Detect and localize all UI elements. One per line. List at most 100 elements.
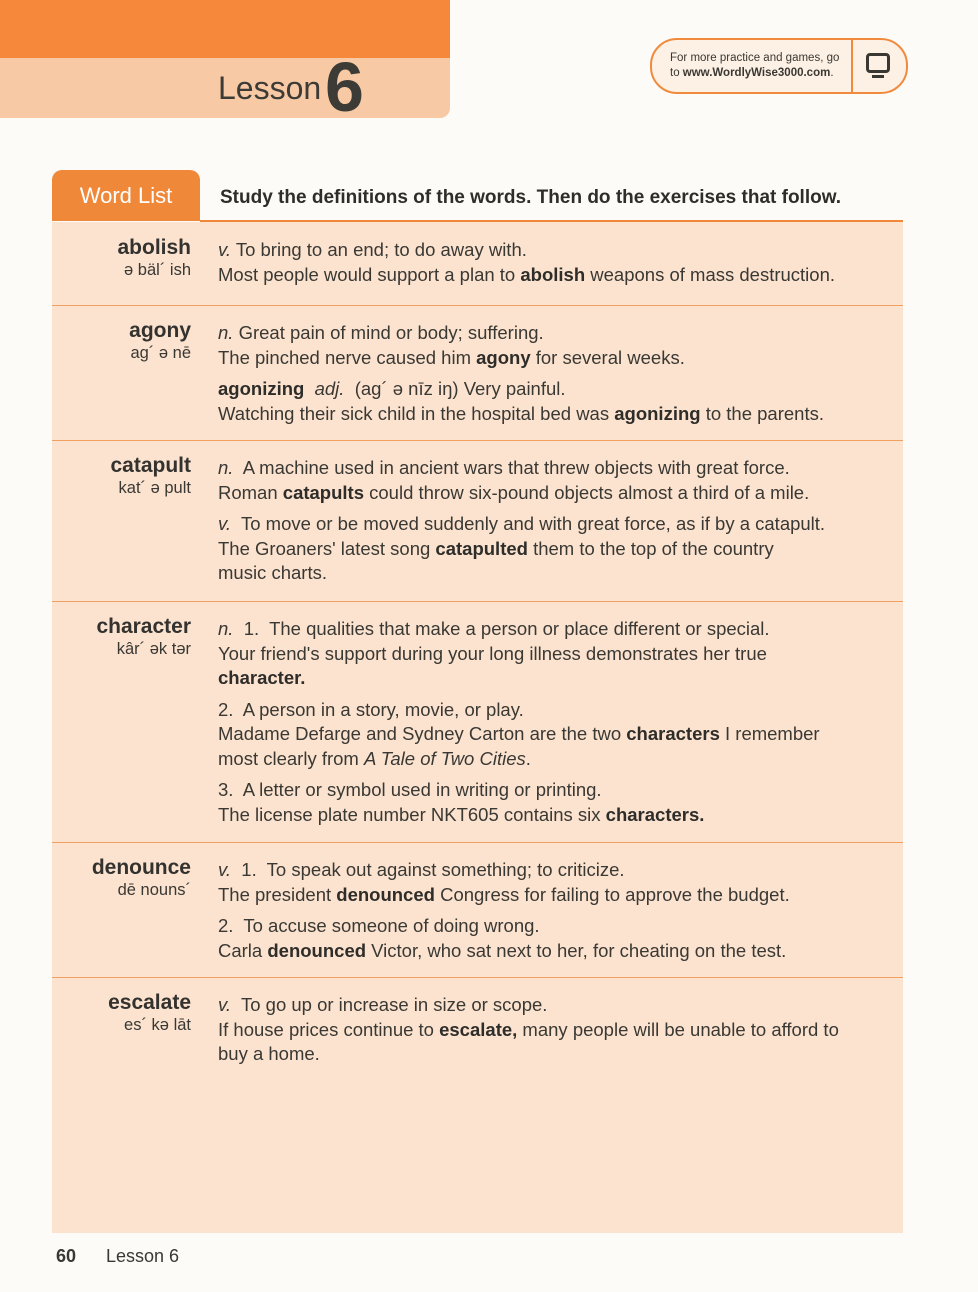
part-of-speech: adj. bbox=[314, 378, 345, 399]
text-span: The pinched nerve caused him bbox=[218, 346, 477, 368]
lesson-number: 6 bbox=[325, 48, 364, 126]
part-of-speech: v. bbox=[218, 239, 232, 260]
example-line: Carla denounced Victor, who sat next to … bbox=[218, 939, 898, 964]
vocab-word: agony bbox=[476, 346, 531, 368]
sense: n. 1. The qualities that make a person o… bbox=[218, 617, 898, 691]
definition-line: v. 1. To speak out against something; to… bbox=[218, 858, 898, 883]
definition-line: v. To bring to an end; to do away with. bbox=[218, 238, 898, 263]
text-span: 1. The qualities that make a person or p… bbox=[233, 618, 770, 639]
text-span: Most people would support a plan to bbox=[218, 263, 521, 285]
text-span: 2. A person in a story, movie, or play. bbox=[218, 698, 524, 720]
sense: 2. To accuse someone of doing wrong. Carl… bbox=[218, 914, 898, 963]
header-band-light bbox=[0, 58, 450, 118]
pronunciation: kat´ ə pult bbox=[118, 479, 191, 497]
word-entry: escalate es´ kə lāt v. To go up or increas… bbox=[52, 977, 903, 1233]
part-of-speech: A Tale of Two Cities bbox=[363, 747, 526, 769]
sense: 3. A letter or symbol used in writing or… bbox=[218, 778, 898, 827]
word-entry: abolish ə bäl´ ish v. To bring to an end; … bbox=[52, 222, 903, 306]
sense: v. To bring to an end; to do away with. M… bbox=[218, 238, 898, 287]
vocab-word: characters bbox=[626, 723, 720, 744]
headword-block: escalate es´ kə lāt bbox=[108, 991, 191, 1035]
example-line: music charts. bbox=[218, 561, 898, 586]
example-line: The pinched nerve caused him agony for s… bbox=[218, 346, 898, 371]
definition-line: n. Great pain of mind or body; suffering… bbox=[218, 321, 898, 346]
example-line: If house prices continue to escalate, ma… bbox=[218, 1018, 898, 1043]
text-span: 3. A letter or symbol used in writing or… bbox=[218, 779, 602, 800]
promo-text: For more practice and games, go to www.W… bbox=[670, 51, 839, 81]
text-span: Carla bbox=[218, 939, 268, 961]
example-line: Madame Defarge and Sydney Carton are the… bbox=[218, 722, 898, 747]
part-of-speech: v. bbox=[218, 859, 232, 880]
headword-block: catapult kat´ ə pult bbox=[110, 454, 191, 498]
vocab-word: abolish bbox=[520, 263, 586, 285]
sense: v. To go up or increase in size or scope… bbox=[218, 993, 898, 1067]
headword: agony bbox=[129, 319, 191, 342]
text-span: Madame Defarge and Sydney Carton are the… bbox=[218, 723, 627, 744]
example-line: The Groaners' latest song catapulted the… bbox=[218, 537, 898, 562]
example-line: The license plate number NKT605 contains… bbox=[218, 803, 898, 828]
part-of-speech: n. bbox=[218, 322, 234, 343]
definition-line: v. To move or be moved suddenly and with… bbox=[218, 512, 898, 537]
vocab-word: denounced bbox=[336, 883, 435, 905]
definition-line: 3. A letter or symbol used in writing or… bbox=[218, 778, 898, 803]
word-entry: denounce dē nouns´ v. 1. To speak out agai… bbox=[52, 842, 903, 978]
part-of-speech: v. bbox=[218, 513, 232, 534]
definitions: v. To bring to an end; to do away with. M… bbox=[218, 238, 898, 294]
word-entry: catapult kat´ ə pult n. A machine used in … bbox=[52, 440, 903, 602]
headword-block: denounce dē nouns´ bbox=[92, 856, 191, 900]
headword-block: character kâr´ ək tər bbox=[96, 615, 191, 659]
header-band bbox=[0, 0, 450, 58]
sense: 2. A person in a story, movie, or play. M… bbox=[218, 698, 898, 772]
promo-line-2: to www.WordlyWise3000.com. bbox=[670, 66, 839, 81]
promo-prefix: to bbox=[670, 67, 683, 79]
definitions: v. 1. To speak out against something; to… bbox=[218, 858, 898, 970]
instructions: Study the definitions of the words. Then… bbox=[220, 187, 842, 208]
definitions: v. To go up or increase in size or scope… bbox=[218, 993, 898, 1074]
sense: n. A machine used in ancient wars that t… bbox=[218, 456, 898, 505]
text-span: Victor, who sat next to her, for cheatin… bbox=[366, 939, 787, 961]
text-span: (ag´ ə nīz iŋ) Very painful. bbox=[344, 378, 566, 399]
vocab-word: characters. bbox=[605, 803, 705, 825]
headword: catapult bbox=[110, 454, 191, 477]
promo-url[interactable]: www.WordlyWise3000.com bbox=[682, 67, 831, 79]
website-promo: For more practice and games, go to www.W… bbox=[650, 38, 908, 94]
headword: denounce bbox=[91, 856, 191, 879]
example-line: character. bbox=[218, 666, 898, 691]
definition-line: 2. A person in a story, movie, or play. bbox=[218, 698, 898, 723]
text-span: Your friend's support during your long i… bbox=[218, 642, 767, 664]
text-span: To move or be moved suddenly and with gr… bbox=[231, 513, 826, 534]
text-span: The president bbox=[218, 883, 337, 905]
example-line: Watching their sick child in the hospita… bbox=[218, 402, 898, 427]
promo-divider bbox=[851, 40, 853, 92]
vocab-word: catapulted bbox=[435, 537, 528, 559]
definitions: n. 1. The qualities that make a person o… bbox=[218, 617, 898, 834]
vocab-word: escalate, bbox=[439, 1018, 518, 1040]
text-span: for several weeks. bbox=[530, 346, 685, 368]
definition-line: 2. To accuse someone of doing wrong. bbox=[218, 914, 898, 939]
example-line: Your friend's support during your long i… bbox=[218, 642, 898, 667]
text-span: to the parents. bbox=[700, 402, 824, 424]
definition-line: agonizing adj. (ag´ ə nīz iŋ) Very painf… bbox=[218, 377, 898, 402]
definition-line: v. To go up or increase in size or scope… bbox=[218, 993, 898, 1018]
part-of-speech: n. bbox=[218, 618, 234, 639]
text-span: The license plate number NKT605 contains… bbox=[218, 803, 606, 825]
definition-line: n. A machine used in ancient wars that t… bbox=[218, 456, 898, 481]
word-list-table: abolish ə bäl´ ish v. To bring to an end; … bbox=[52, 222, 903, 1233]
headword-block: abolish ə bäl´ ish bbox=[117, 236, 191, 280]
text-span: Congress for failing to approve the budg… bbox=[434, 883, 790, 905]
text-span: To go up or increase in size or scope. bbox=[231, 994, 548, 1015]
sense: v. 1. To speak out against something; to… bbox=[218, 858, 898, 907]
part-of-speech: n. bbox=[218, 457, 234, 478]
promo-line-1: For more practice and games, go bbox=[670, 52, 840, 64]
text-span: Watching their sick child in the hospita… bbox=[218, 402, 615, 424]
example-line: Roman catapults could throw six-pound ob… bbox=[218, 481, 898, 506]
text-span: Roman bbox=[218, 481, 283, 503]
vocab-word: agonizing bbox=[218, 378, 305, 399]
example-line: The president denounced Congress for fai… bbox=[218, 883, 898, 908]
headword: escalate bbox=[108, 991, 191, 1014]
part-of-speech: v. bbox=[218, 994, 232, 1015]
vocab-word: agonizing bbox=[614, 402, 701, 424]
sense: v. To move or be moved suddenly and with… bbox=[218, 512, 898, 586]
promo-suffix: . bbox=[830, 67, 834, 79]
text-span: music charts. bbox=[218, 562, 327, 583]
